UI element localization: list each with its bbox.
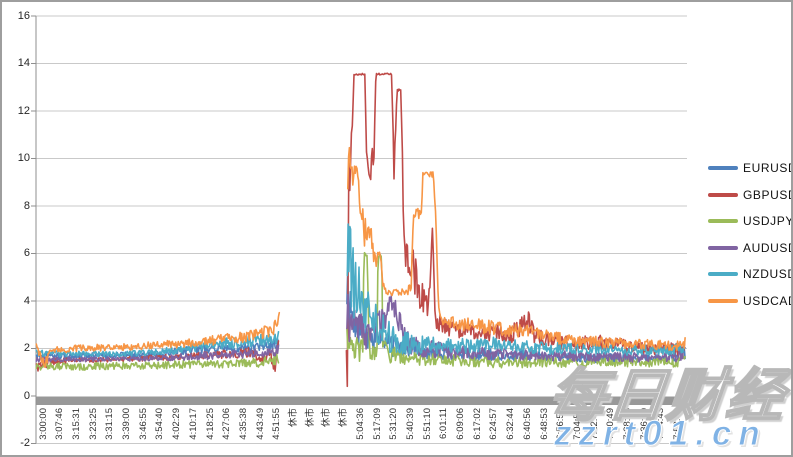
x-tick-label: 4:27:06 <box>221 408 233 440</box>
x-tick-label: 6:32:44 <box>505 408 517 440</box>
legend-item-gbpusd: GBPUSD <box>708 182 793 209</box>
x-tick-label: 3:00:00 <box>37 408 49 440</box>
legend-label: GBPUSD <box>743 187 793 202</box>
legend-line-swatch <box>708 192 738 197</box>
x-tick-label: 6:24:57 <box>488 408 500 440</box>
y-tick-label: -2 <box>20 437 30 449</box>
x-tick-label: 5:17:09 <box>371 408 383 440</box>
x-tick-label: 3:39:00 <box>121 408 132 440</box>
x-tick-label: 5:40:39 <box>404 408 416 440</box>
series-line-usdjpy <box>346 251 686 369</box>
legend-line-swatch <box>708 272 738 277</box>
x-tick-label: 3:15:31 <box>70 408 82 440</box>
x-tick-label: 4:51:55 <box>271 408 283 440</box>
x-tick-label: 4:43:49 <box>254 408 266 440</box>
y-tick-label: 14 <box>17 57 30 69</box>
x-axis-band <box>36 396 687 405</box>
y-tick-label: 2 <box>23 342 30 354</box>
legend-line-swatch <box>708 166 738 171</box>
legend-line-swatch <box>708 245 738 250</box>
y-tick-label: 8 <box>23 199 30 212</box>
x-tick-label: 6:40:56 <box>521 408 533 440</box>
legend-line-swatch <box>708 298 738 303</box>
legend-item-nzdusd: NZDUSD <box>708 261 793 288</box>
x-tick-label: 4:10:17 <box>187 408 199 440</box>
x-tick-label: 4:18:25 <box>204 408 216 440</box>
x-tick-label: 3:46:55 <box>137 408 149 440</box>
legend-item-usdcad: USDCAD <box>708 288 793 315</box>
x-tick-label: 3:07:46 <box>54 408 66 440</box>
x-tick-label: 5:04:36 <box>354 408 366 440</box>
series-line-usdcad <box>35 311 281 368</box>
y-tick-label: 4 <box>23 294 30 307</box>
x-tick-label: 4:35:38 <box>237 408 249 440</box>
series-line-audusd <box>35 344 280 363</box>
legend-item-audusd: AUDUSD <box>708 235 793 262</box>
legend-label: USDJPY <box>743 214 793 229</box>
y-tick-label: 6 <box>23 247 30 259</box>
y-tick-label: 12 <box>17 104 30 117</box>
y-tick-label: 0 <box>23 389 30 402</box>
legend: EURUSD GBPUSD USDJPY AUDUSD NZDUSD USDCAD <box>708 155 793 315</box>
y-tick-label: 16 <box>17 9 30 22</box>
legend-item-eurusd: EURUSD <box>708 155 793 182</box>
x-tick-label-closed: 休市 <box>321 408 333 428</box>
x-tick-label: 5:51:10 <box>421 408 433 440</box>
x-tick-label: 6:17:02 <box>471 408 483 440</box>
y-tick-label: 10 <box>17 152 30 164</box>
x-tick-label-closed: 休市 <box>304 408 316 428</box>
series-line-nzdusd <box>346 223 686 356</box>
legend-label: AUDUSD <box>743 240 793 255</box>
x-tick-label: 6:09:06 <box>455 408 466 440</box>
x-tick-label: 3:31:15 <box>104 408 116 440</box>
series-line-nzdusd <box>35 331 280 358</box>
x-tick-label: 3:23:25 <box>87 408 99 440</box>
x-tick-label: 6:01:11 <box>438 408 450 439</box>
x-tick-label: 3:54:40 <box>154 408 166 440</box>
series-line-usdjpy <box>35 351 280 371</box>
watermark-site-url: zzrt01.cn <box>554 414 767 454</box>
legend-label: USDCAD <box>743 293 793 308</box>
legend-label: EURUSD <box>743 161 793 176</box>
series-line-usdcad <box>347 146 686 352</box>
x-tick-label-closed: 休市 <box>288 408 299 428</box>
legend-line-swatch <box>708 219 738 224</box>
x-tick-label: 4:02:29 <box>171 408 183 440</box>
legend-item-usdjpy: USDJPY <box>708 208 793 235</box>
x-tick-label: 5:31:20 <box>388 408 400 440</box>
legend-label: NZDUSD <box>743 267 793 282</box>
x-tick-label-closed: 休市 <box>338 408 350 428</box>
